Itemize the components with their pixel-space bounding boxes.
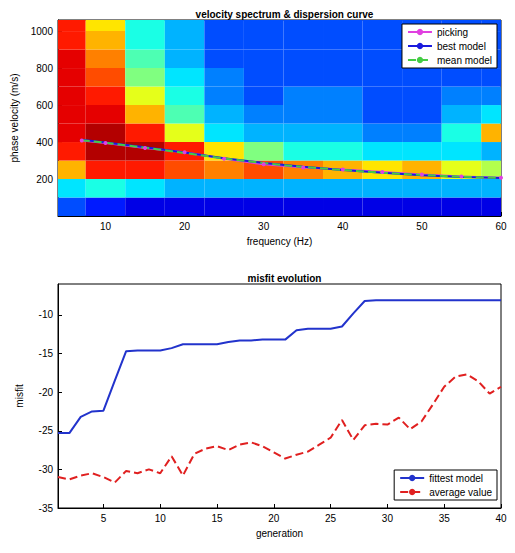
svg-text:misfit: misfit — [14, 384, 25, 408]
svg-text:50: 50 — [416, 221, 428, 232]
svg-text:-30: -30 — [39, 464, 54, 475]
svg-text:misfit evolution: misfit evolution — [248, 273, 322, 284]
svg-text:15: 15 — [211, 513, 223, 524]
svg-text:-25: -25 — [39, 425, 54, 436]
svg-text:30: 30 — [382, 513, 394, 524]
svg-text:35: 35 — [439, 513, 451, 524]
svg-text:400: 400 — [36, 137, 53, 148]
svg-text:phase velocity (m/s): phase velocity (m/s) — [9, 74, 20, 163]
svg-text:40: 40 — [495, 513, 507, 524]
svg-text:frequency (Hz): frequency (Hz) — [247, 236, 313, 247]
svg-text:1000: 1000 — [31, 26, 54, 37]
svg-text:10: 10 — [100, 221, 112, 232]
svg-text:-10: -10 — [39, 309, 54, 320]
svg-text:5: 5 — [101, 513, 107, 524]
svg-text:best model: best model — [437, 41, 486, 52]
svg-text:average value: average value — [429, 487, 492, 498]
svg-text:fittest model: fittest model — [429, 473, 483, 484]
svg-text:generation: generation — [256, 528, 303, 539]
svg-text:200: 200 — [36, 174, 53, 185]
svg-text:20: 20 — [268, 513, 280, 524]
svg-text:mean model: mean model — [437, 55, 492, 66]
svg-text:60: 60 — [495, 221, 507, 232]
svg-text:800: 800 — [36, 63, 53, 74]
svg-text:600: 600 — [36, 100, 53, 111]
svg-text:velocity spectrum & dispersion: velocity spectrum & dispersion curve — [196, 9, 374, 20]
svg-text:-20: -20 — [39, 387, 54, 398]
svg-text:30: 30 — [258, 221, 270, 232]
svg-text:40: 40 — [337, 221, 349, 232]
svg-text:picking: picking — [437, 27, 468, 38]
svg-text:20: 20 — [179, 221, 191, 232]
svg-text:25: 25 — [325, 513, 337, 524]
svg-text:-35: -35 — [39, 503, 54, 514]
svg-text:-15: -15 — [39, 348, 54, 359]
svg-text:10: 10 — [155, 513, 167, 524]
